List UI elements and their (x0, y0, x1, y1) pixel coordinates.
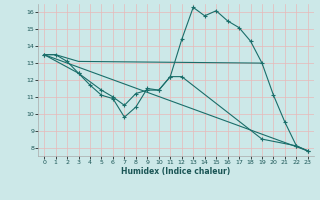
X-axis label: Humidex (Indice chaleur): Humidex (Indice chaleur) (121, 167, 231, 176)
